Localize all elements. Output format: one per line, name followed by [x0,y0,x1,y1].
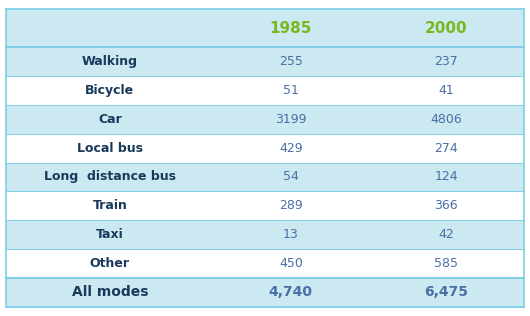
Text: Train: Train [92,199,127,212]
Text: 6,475: 6,475 [424,285,468,299]
Bar [213,220,368,249]
Text: Bicycle: Bicycle [85,84,135,97]
Bar [213,191,368,220]
Text: 2000: 2000 [425,21,467,36]
Bar [6,76,213,105]
Bar [368,134,524,162]
Bar [368,9,524,47]
Text: 450: 450 [279,257,303,270]
Text: 4806: 4806 [430,113,462,126]
Bar [6,47,213,76]
Text: Walking: Walking [82,55,138,68]
Text: 274: 274 [434,142,458,155]
Text: Taxi: Taxi [96,228,123,241]
Text: 1985: 1985 [270,21,312,36]
Bar [6,249,213,278]
Text: 429: 429 [279,142,303,155]
Bar [213,249,368,278]
Bar [368,220,524,249]
Bar [213,47,368,76]
Text: Car: Car [98,113,122,126]
Text: Long  distance bus: Long distance bus [44,170,176,184]
Text: 3199: 3199 [275,113,307,126]
Bar [6,191,213,220]
Bar [213,9,368,47]
Bar [368,162,524,191]
Bar [6,9,213,47]
Bar [213,162,368,191]
Text: 585: 585 [434,257,458,270]
Bar [213,134,368,162]
Bar [368,249,524,278]
Text: 255: 255 [279,55,303,68]
Bar [368,76,524,105]
Bar [213,76,368,105]
Text: 41: 41 [438,84,454,97]
Bar [368,105,524,134]
Bar [6,278,213,307]
Text: 237: 237 [434,55,458,68]
Text: 42: 42 [438,228,454,241]
Bar [6,162,213,191]
Text: 366: 366 [434,199,458,212]
Text: 4,740: 4,740 [269,285,313,299]
Text: 13: 13 [283,228,299,241]
Bar [6,105,213,134]
Text: 124: 124 [434,170,458,184]
Bar [6,134,213,162]
Text: Local bus: Local bus [77,142,143,155]
Bar [368,278,524,307]
Text: Other: Other [90,257,130,270]
Text: All modes: All modes [72,285,148,299]
Text: 54: 54 [283,170,299,184]
Bar [368,191,524,220]
Bar [6,220,213,249]
Text: 51: 51 [283,84,299,97]
Bar [213,105,368,134]
Text: 289: 289 [279,199,303,212]
Bar [213,278,368,307]
Bar [368,47,524,76]
